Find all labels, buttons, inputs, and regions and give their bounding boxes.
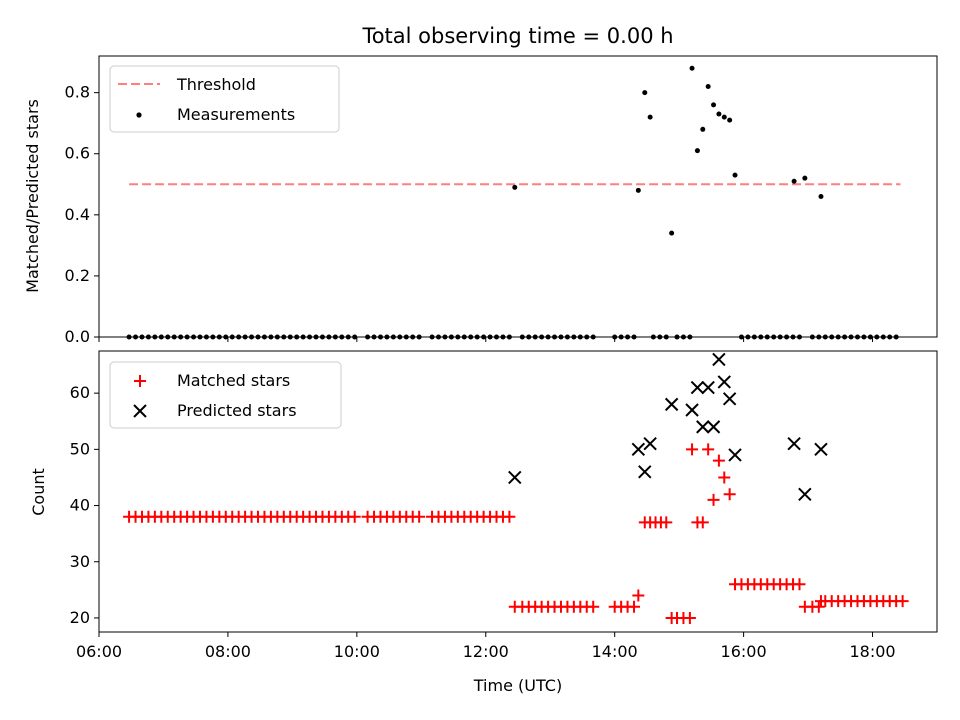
measurement-point [705,84,711,90]
measurement-point [727,117,733,123]
matched-star-marker [696,516,709,529]
predicted-star-marker [722,392,737,406]
measurement-point [689,65,695,71]
predicted-star-marker [814,442,828,457]
matched-star-marker [413,510,426,523]
matched-star-marker [707,493,720,506]
matched-star-marker [683,611,696,624]
predicted-star-marker [798,487,812,502]
x-tick-label: 08:00 [205,642,251,661]
top-y-tick-label: 0.2 [65,266,90,285]
predicted-star-marker [638,465,652,479]
matched-star-marker [587,600,600,613]
x-tick-label: 06:00 [76,642,122,661]
predicted-star-marker [787,437,801,451]
matched-star-marker [793,578,806,591]
x-tick-label: 10:00 [334,642,380,661]
bottom-y-tick-label: 30 [70,552,90,571]
matched-star-marker [702,443,715,456]
top-y-tick-label: 0.8 [65,83,90,102]
predicted-star-marker [631,442,646,457]
x-tick-label: 16:00 [721,642,767,661]
x-tick-label: 12:00 [463,642,509,661]
top-legend: Threshold Measurements [109,65,340,133]
matched-star-marker [348,510,361,523]
matched-star-marker [686,443,699,456]
measurement-point [694,148,700,154]
legend-predicted-label: Predicted stars [177,401,297,420]
predicted-star-marker [717,375,731,389]
predicted-star-marker [701,380,715,395]
matched-star-marker [712,454,725,467]
measurement-point [732,172,738,178]
predicted-star-marker [508,470,522,485]
bottom-y-tick-label: 20 [70,608,90,627]
top-axes-frame [98,55,938,338]
top-y-tick-label: 0.4 [65,205,90,224]
top-plot-area: 0.0 0.2 0.4 0.6 0.8 [65,55,938,346]
measurement-point [642,90,648,96]
matched-star-marker [628,600,641,613]
measurement-point [669,230,675,236]
measurement-point [700,126,706,132]
legend-matched-swatch [134,375,146,387]
predicted-star-marker [685,403,699,417]
predicted-star-marker [696,420,710,434]
bottom-y-tick-label: 60 [70,383,90,402]
top-y-tick-label: 0.6 [65,144,90,163]
matched-star-marker [723,488,736,501]
measurement-point [802,175,808,181]
legend-threshold-label: Threshold [176,75,256,94]
predicted-star-marker [643,437,657,451]
predicted-star-marker [706,420,721,434]
predicted-star-marker [690,380,705,395]
x-tick-label: 18:00 [849,642,895,661]
matched-star-marker [718,471,731,484]
legend-measurements-swatch [136,112,142,118]
top-y-tick-label: 0.0 [65,327,90,346]
bottom-y-axis-label: Count [29,468,48,516]
measurement-point [647,114,653,120]
bottom-axes-frame [98,350,938,633]
top-legend-box [109,65,340,133]
measurement-point [635,187,641,193]
measurement-point [716,111,722,117]
legend-matched-label: Matched stars [177,371,290,390]
measurement-point [791,178,797,184]
legend-measurements-label: Measurements [177,105,295,124]
predicted-star-marker [664,397,679,412]
chart-title: Total observing time = 0.00 h [361,24,673,48]
measurement-point [512,184,518,190]
measurement-point [818,194,824,199]
bottom-y-tick-label: 40 [70,496,90,515]
matched-star-marker [503,510,516,523]
bottom-plot-area: 20 30 40 50 60 06:00 08:00 10:00 12:00 14:00 16:00… [70,350,938,661]
matched-star-marker [632,589,645,602]
top-y-axis-label: Matched/Predicted stars [23,99,42,293]
bottom-legend-box [109,361,342,429]
predicted-star-marker [712,352,726,367]
measurement-point [721,114,727,120]
x-axis-label: Time (UTC) [473,676,562,695]
bottom-y-tick-label: 50 [70,439,90,458]
x-tick-label: 14:00 [592,642,638,661]
predicted-star-marker [728,448,742,462]
matched-star-marker [660,516,673,529]
legend-predicted-swatch [133,404,147,418]
matched-star-marker [812,600,825,613]
bottom-legend: Matched stars Predicted stars [109,361,342,429]
measurement-point [711,102,717,108]
matched-star-marker [896,595,909,608]
